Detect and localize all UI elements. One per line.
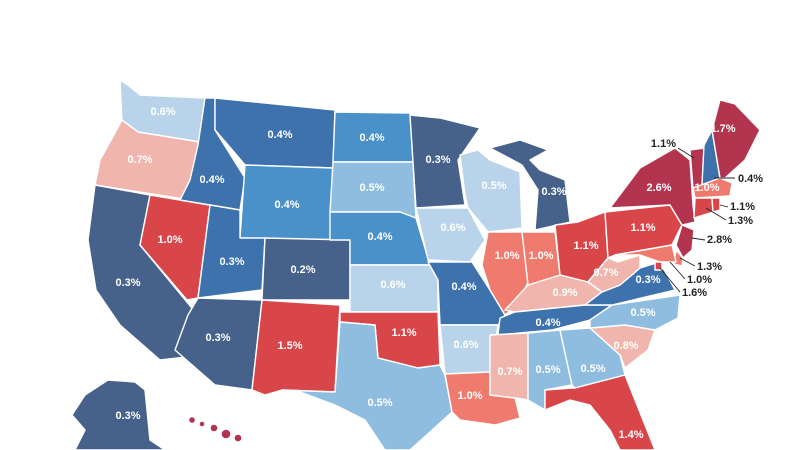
label-tn: 0.4% <box>535 317 560 329</box>
label-al: 0.5% <box>535 364 560 376</box>
state-nc <box>589 294 681 331</box>
state-ak <box>71 379 166 450</box>
label-in: 1.0% <box>528 250 553 262</box>
label-ct: 1.3% <box>728 215 753 227</box>
label-ma: 1.0% <box>694 182 719 194</box>
label-nc: 0.5% <box>630 307 655 319</box>
label-nd: 0.4% <box>359 132 384 144</box>
label-ms: 0.7% <box>497 366 522 378</box>
label-oh: 1.1% <box>573 240 598 252</box>
label-mi: 0.3% <box>541 186 566 198</box>
label-va: 0.3% <box>635 274 660 286</box>
label-tx: 0.5% <box>367 397 392 409</box>
label-wv: 0.7% <box>593 267 618 279</box>
label-ut: 0.3% <box>219 256 244 268</box>
state-hi <box>187 415 243 443</box>
state-mi <box>489 139 571 231</box>
label-de: 1.3% <box>697 261 722 273</box>
state-me <box>711 99 761 179</box>
label-ky: 0.9% <box>552 287 577 299</box>
label-az: 0.3% <box>205 332 230 344</box>
state-ct <box>693 197 714 219</box>
label-ks: 0.6% <box>380 279 405 291</box>
label-md: 1.0% <box>687 274 712 286</box>
label-la: 1.0% <box>457 390 482 402</box>
label-il: 1.0% <box>494 250 519 262</box>
label-wi: 0.5% <box>481 180 506 192</box>
state-ri <box>711 197 721 213</box>
label-me: 1.7% <box>710 123 735 135</box>
state-fl <box>544 374 656 450</box>
state-wi <box>459 149 523 233</box>
state-nj <box>675 224 695 259</box>
state-ks <box>349 264 439 313</box>
state-tx <box>281 321 453 450</box>
label-co: 0.2% <box>290 264 315 276</box>
label-ny: 2.6% <box>646 182 671 194</box>
label-ri: 1.1% <box>730 201 755 213</box>
label-wa: 0.6% <box>150 106 175 118</box>
label-sc: 0.8% <box>613 340 638 352</box>
label-mo: 0.4% <box>451 281 476 293</box>
label-ar: 0.6% <box>453 339 478 351</box>
state-md <box>614 244 677 263</box>
state-ia <box>415 207 486 263</box>
label-nh: 0.4% <box>738 173 763 185</box>
label-dc: 1.6% <box>682 287 707 299</box>
label-or: 0.7% <box>127 154 152 166</box>
label-mn: 0.3% <box>425 154 450 166</box>
label-ia: 0.6% <box>440 222 465 234</box>
label-nm: 1.5% <box>277 340 302 352</box>
label-pa: 1.1% <box>630 222 655 234</box>
label-fl: 1.4% <box>618 429 643 441</box>
state-labels: 0.6% 0.7% 0.3% 1.0% 0.4% 0.4% 0.4% 0.3% … <box>115 106 763 441</box>
label-id: 0.4% <box>199 174 224 186</box>
label-ca: 0.3% <box>115 277 140 289</box>
leader-lines <box>659 147 735 293</box>
state-ma <box>692 177 733 199</box>
label-mt: 0.4% <box>267 129 292 141</box>
label-ne: 0.4% <box>367 231 392 243</box>
label-nv: 1.0% <box>157 234 182 246</box>
label-ak: 0.3% <box>115 410 140 422</box>
label-nj: 2.8% <box>707 234 732 246</box>
label-sd: 0.5% <box>359 182 384 194</box>
label-wy: 0.4% <box>274 199 299 211</box>
label-vt: 1.1% <box>651 138 676 150</box>
label-ga: 0.5% <box>580 363 605 375</box>
state-wv <box>587 254 641 293</box>
label-ok: 1.1% <box>391 327 416 339</box>
state-ny <box>609 147 696 226</box>
